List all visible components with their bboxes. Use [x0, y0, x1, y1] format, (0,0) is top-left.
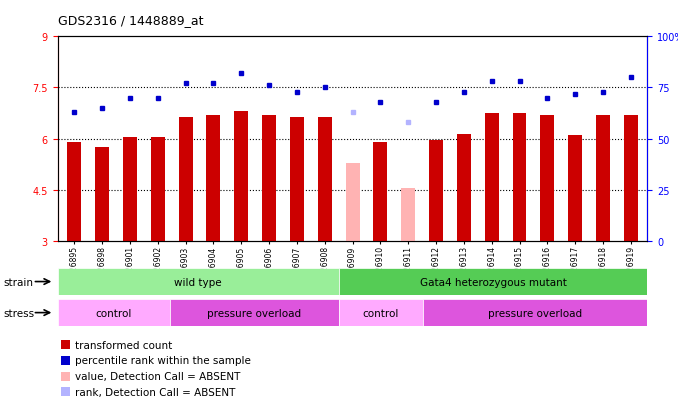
Bar [401, 189, 415, 242]
Bar [207, 116, 220, 242]
Text: GDS2316 / 1448889_at: GDS2316 / 1448889_at [58, 14, 203, 27]
Text: control: control [363, 308, 399, 318]
Bar [151, 138, 165, 242]
Bar [235, 112, 248, 242]
Bar [123, 138, 137, 242]
Bar [170, 299, 338, 326]
Bar [429, 141, 443, 242]
Bar [290, 117, 304, 242]
Text: value, Detection Call = ABSENT: value, Detection Call = ABSENT [75, 371, 241, 381]
Bar [318, 117, 332, 242]
Text: strain: strain [3, 277, 33, 287]
Text: rank, Detection Call = ABSENT: rank, Detection Call = ABSENT [75, 387, 236, 397]
Bar [624, 116, 638, 242]
Bar [596, 116, 610, 242]
Bar [457, 134, 471, 242]
Bar [374, 143, 387, 242]
Text: stress: stress [3, 308, 35, 318]
Bar [346, 163, 359, 242]
Text: control: control [96, 308, 132, 318]
Text: Gata4 heterozygous mutant: Gata4 heterozygous mutant [420, 277, 566, 287]
Text: percentile rank within the sample: percentile rank within the sample [75, 356, 251, 366]
Bar [423, 299, 647, 326]
Bar [568, 136, 582, 242]
Bar [262, 116, 276, 242]
Bar [513, 114, 526, 242]
Text: transformed count: transformed count [75, 340, 172, 350]
Bar [338, 299, 423, 326]
Bar [338, 268, 647, 295]
Text: pressure overload: pressure overload [207, 308, 301, 318]
Bar [95, 148, 109, 242]
Text: pressure overload: pressure overload [488, 308, 582, 318]
Text: wild type: wild type [174, 277, 222, 287]
Bar [58, 299, 170, 326]
Bar [179, 117, 193, 242]
Bar [485, 114, 498, 242]
Bar [540, 116, 555, 242]
Bar [58, 268, 338, 295]
Bar [67, 143, 81, 242]
